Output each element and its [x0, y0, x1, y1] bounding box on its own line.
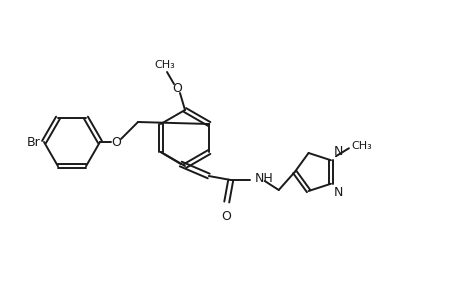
Text: CH₃: CH₃ — [350, 141, 371, 151]
Text: O: O — [220, 210, 230, 223]
Text: O: O — [172, 82, 182, 94]
Text: CH₃: CH₃ — [154, 60, 175, 70]
Text: O: O — [111, 136, 121, 148]
Text: N: N — [333, 145, 342, 158]
Text: NH: NH — [254, 172, 273, 185]
Text: N: N — [333, 186, 342, 199]
Text: Br: Br — [27, 136, 41, 148]
